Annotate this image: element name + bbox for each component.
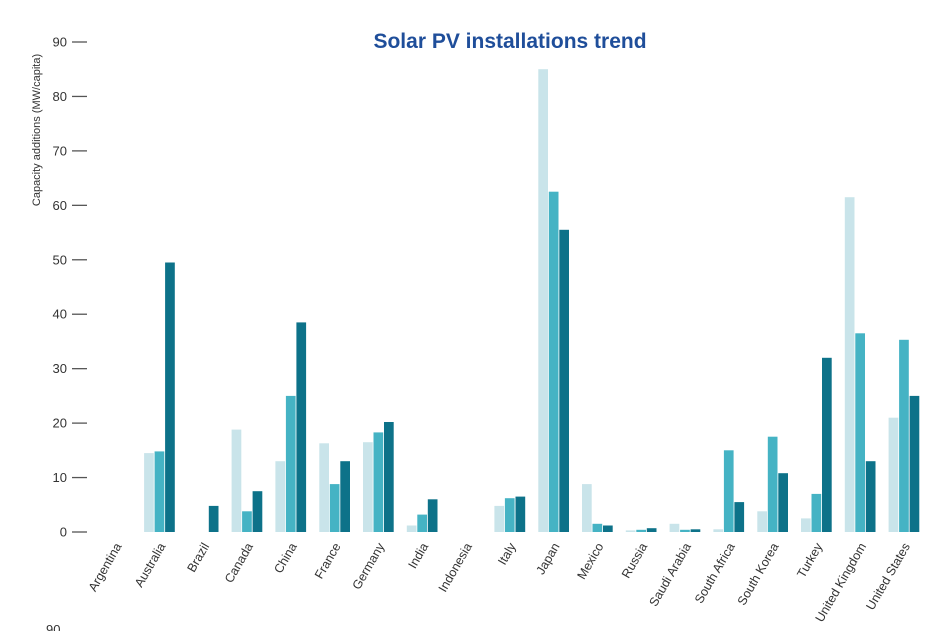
x-tick-label: Australia [132,540,168,589]
bar-south-africa-s3 [734,502,745,532]
bar-mexico-s3 [603,525,613,532]
bar-mexico-s2 [592,523,603,532]
bar-united-states-s3 [909,395,920,532]
x-tick-label: Canada [222,540,256,585]
bar-canada-s3 [252,491,263,532]
bars [144,69,920,533]
bar-south-korea-s1 [757,511,767,532]
bar-canada-s1 [231,429,242,532]
bar-italy-s2 [504,498,515,532]
x-tick-label: Brazil [184,541,212,575]
bar-germany-s3 [384,422,394,532]
bar-mexico-s1 [582,484,592,532]
bar-south-korea-s3 [778,473,788,532]
x-tick-label: Italy [495,540,519,568]
bar-australia-s2 [154,451,165,532]
bar-france-s1 [319,443,329,532]
bar-united-states-s2 [899,339,909,532]
bar-canada-s2 [242,511,252,532]
x-tick-label: France [312,540,344,581]
bar-japan-s1 [538,69,548,532]
y-tick-label: 0 [60,525,67,540]
bar-china-s2 [285,395,296,532]
y-tick-label: 20 [53,416,67,431]
bar-germany-s1 [363,442,373,532]
chart-title: Solar PV installations trend [373,30,646,53]
bar-india-s1 [406,525,417,532]
bar-saudi-arabia-s1 [669,523,680,532]
x-tick-label: Russia [619,540,650,580]
bar-turkey-s1 [801,518,811,532]
y-tick-label: 60 [53,198,67,213]
bar-japan-s2 [548,191,559,532]
y-tick-label: 10 [53,470,67,485]
bar-france-s3 [340,461,350,532]
x-tick-label: South Korea [735,540,782,607]
y-tick-label: 30 [53,361,67,376]
bar-south-africa-s1 [713,529,724,532]
y-axis-label: Capacity additions (MW/capita) [31,54,43,206]
bar-russia-s1 [625,530,636,532]
bar-australia-s3 [165,262,175,532]
x-tick-label: United States [863,541,913,613]
bar-italy-s1 [494,505,505,532]
x-tick-label: Saudi Arabia [646,540,694,608]
bar-brazil-s3 [208,505,219,532]
y-tick-label: 80 [53,89,67,104]
bar-south-korea-s2 [767,436,778,532]
bar-united-kingdom-s1 [844,197,855,532]
bar-india-s3 [427,499,438,532]
y-tick-label: 90 [53,35,67,50]
x-tick-label: India [406,540,432,571]
bar-australia-s1 [144,453,154,532]
y-axis: 0 10 20 30 40 50 60 70 80 90 [53,35,87,540]
bar-united-kingdom-s3 [865,461,876,532]
bar-saudi-arabia-s3 [690,529,701,532]
x-tick-label: Germany [350,540,388,592]
bar-russia-s2 [636,529,646,532]
y-tick-label: 70 [53,143,67,158]
x-axis-labels: Argentina Australia Brazil Canada China Franc… [86,540,913,625]
bar-saudi-arabia-s2 [680,529,690,532]
y-tick-label: 40 [53,307,67,322]
bar-united-kingdom-s2 [855,333,865,532]
bar-turkey-s2 [811,493,822,532]
x-tick-label: Turkey [794,540,825,580]
y-tick-label: 50 [53,252,67,267]
bar-russia-s3 [646,528,657,532]
bar-china-s3 [296,322,307,532]
bar-germany-s2 [373,432,384,532]
x-tick-label: South Africa [692,540,738,605]
bar-france-s2 [329,484,340,532]
next-chart-top-tick: 90 [46,622,60,631]
x-tick-label: Argentina [86,540,125,593]
bar-india-s2 [417,514,427,532]
bar-italy-s3 [515,496,526,532]
x-tick-label: Indonesia [436,540,475,594]
x-tick-label: Japan [533,540,562,577]
bar-turkey-s3 [822,357,832,532]
bar-china-s1 [275,461,286,532]
bar-japan-s3 [559,229,569,533]
bar-united-states-s1 [888,417,899,532]
bar-south-africa-s2 [723,450,734,532]
x-tick-label: China [271,540,299,575]
x-tick-label: Mexico [574,540,606,581]
